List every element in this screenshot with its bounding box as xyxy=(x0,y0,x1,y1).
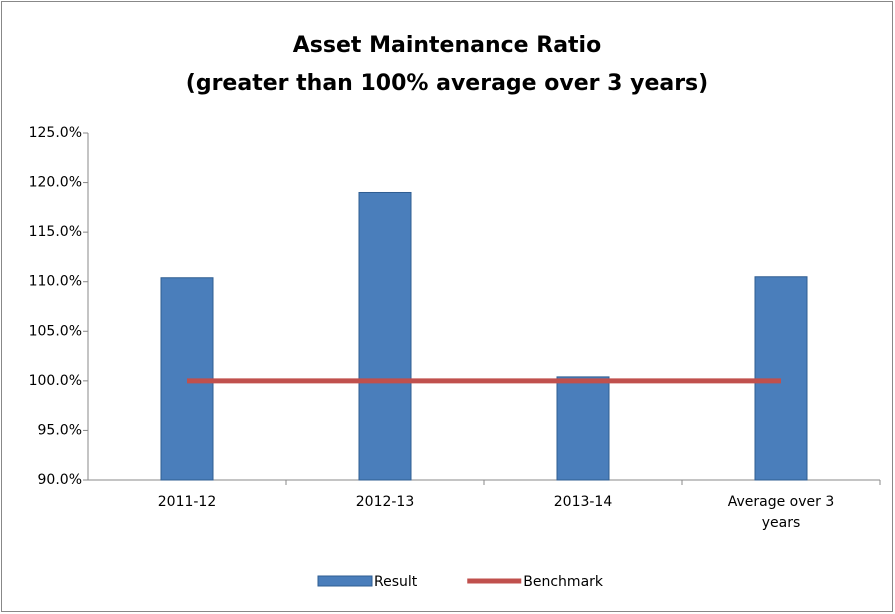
y-tick-label: 90.0% xyxy=(38,472,82,488)
legend-label: Result xyxy=(374,574,418,590)
x-tick-label: Average over 3 years xyxy=(727,494,835,531)
chart-title: Asset Maintenance Ratio xyxy=(293,33,601,58)
y-tick-label: 125.0% xyxy=(29,125,82,141)
bar xyxy=(556,376,610,481)
bar xyxy=(358,191,412,481)
y-tick-label: 105.0% xyxy=(29,323,82,339)
legend-label: Benchmark xyxy=(523,574,604,590)
legend-swatch xyxy=(317,575,373,587)
x-tick-label: 2013-14 xyxy=(553,494,613,510)
y-tick-label: 100.0% xyxy=(29,373,82,389)
y-tick-label: 95.0% xyxy=(38,422,82,438)
y-tick-label: 110.0% xyxy=(29,274,82,290)
y-tick-label: 115.0% xyxy=(29,224,82,240)
chart-title: (greater than 100% average over 3 years) xyxy=(186,71,708,96)
x-tick-label: 2012-13 xyxy=(355,494,415,510)
x-tick-label: 2011-12 xyxy=(157,494,217,510)
y-tick-label: 120.0% xyxy=(29,175,82,191)
